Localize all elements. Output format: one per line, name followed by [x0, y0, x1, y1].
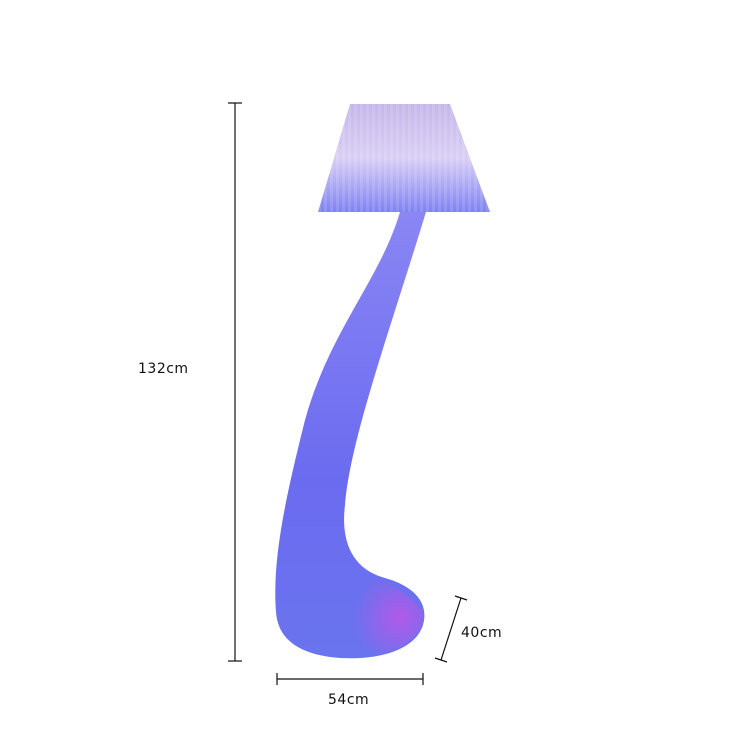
width-label: 54cm [328, 692, 370, 708]
lamp-shade [318, 104, 490, 212]
lamp-body [275, 212, 426, 659]
height-dimension-line [228, 102, 242, 662]
depth-label: 40cm [461, 625, 503, 641]
height-label: 132cm [138, 361, 189, 377]
width-dimension-line [276, 673, 424, 685]
depth-dimension-line [434, 595, 468, 663]
